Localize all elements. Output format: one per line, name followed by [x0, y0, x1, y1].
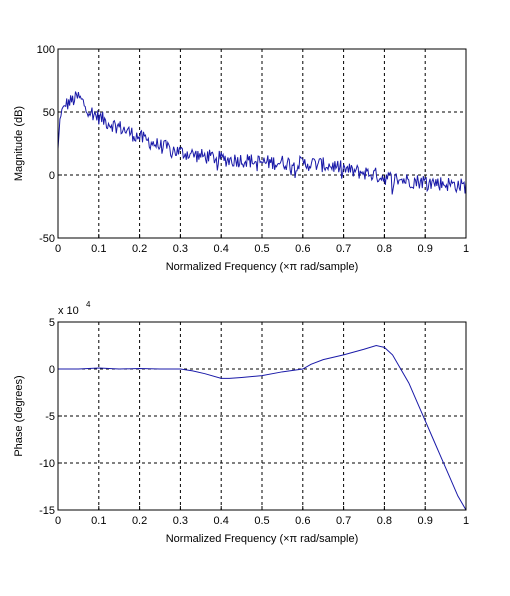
x-tick-label: 0.1	[91, 243, 106, 255]
x-tick-label: 0.2	[132, 515, 147, 527]
phase-xlabel: Normalized Frequency (×π rad/sample)	[166, 533, 359, 545]
phase-series-line	[58, 344, 467, 511]
magnitude-grid	[58, 49, 466, 238]
magnitude-series-line	[57, 91, 467, 195]
x-tick-label: 0.3	[173, 243, 188, 255]
x-tick-label: 0.6	[295, 515, 310, 527]
y-tick-label: -50	[39, 233, 55, 245]
x-tick-label: 1	[463, 515, 469, 527]
x-tick-label: 0.9	[418, 243, 433, 255]
x-tick-label: 0.7	[336, 515, 351, 527]
magnitude-ylabel: Magnitude (dB)	[13, 106, 25, 181]
y-tick-label: 5	[49, 317, 55, 329]
x-tick-label: 0.1	[91, 515, 106, 527]
y-tick-label: 50	[43, 107, 55, 119]
x-tick-label: 0.7	[336, 243, 351, 255]
magnitude-axes-frame	[57, 48, 467, 239]
phase-scale-label: x 10	[58, 305, 79, 317]
x-tick-label: 0.8	[377, 515, 392, 527]
x-tick-label: 0.6	[295, 243, 310, 255]
x-tick-label: 0.2	[132, 243, 147, 255]
x-tick-label: 0	[55, 515, 61, 527]
x-tick-label: 0.8	[377, 243, 392, 255]
x-tick-label: 0.4	[214, 515, 229, 527]
x-tick-label: 0.5	[254, 243, 269, 255]
phase-scale-exponent: 4	[86, 300, 91, 309]
x-tick-label: 0.4	[214, 243, 229, 255]
magnitude-xlabel: Normalized Frequency (×π rad/sample)	[166, 261, 359, 273]
phase-ticks: 0 0.1 0.2 0.3 0.4 0.5 0.6 0.7 0.8 0.9 1 -15 -10 -5 0 5	[39, 317, 469, 527]
x-tick-label: 1	[463, 243, 469, 255]
y-tick-label: -5	[45, 411, 55, 423]
y-tick-label: -10	[39, 458, 55, 470]
phase-axes-frame	[57, 321, 467, 511]
x-tick-label: 0.9	[418, 515, 433, 527]
phase-plot: 0 0.1 0.2 0.3 0.4 0.5 0.6 0.7 0.8 0.9 1-15-10-505 …	[13, 300, 469, 545]
phase-grid	[58, 322, 466, 510]
phase-ylabel: Phase (degrees)	[13, 375, 25, 456]
y-tick-label: -15	[39, 505, 55, 517]
x-tick-label: 0.3	[173, 515, 188, 527]
y-tick-label: 100	[37, 44, 55, 56]
x-tick-label: 0	[55, 243, 61, 255]
x-tick-label: 0.5	[254, 515, 269, 527]
y-tick-label: 0	[49, 364, 55, 376]
y-tick-label: 0	[49, 170, 55, 182]
